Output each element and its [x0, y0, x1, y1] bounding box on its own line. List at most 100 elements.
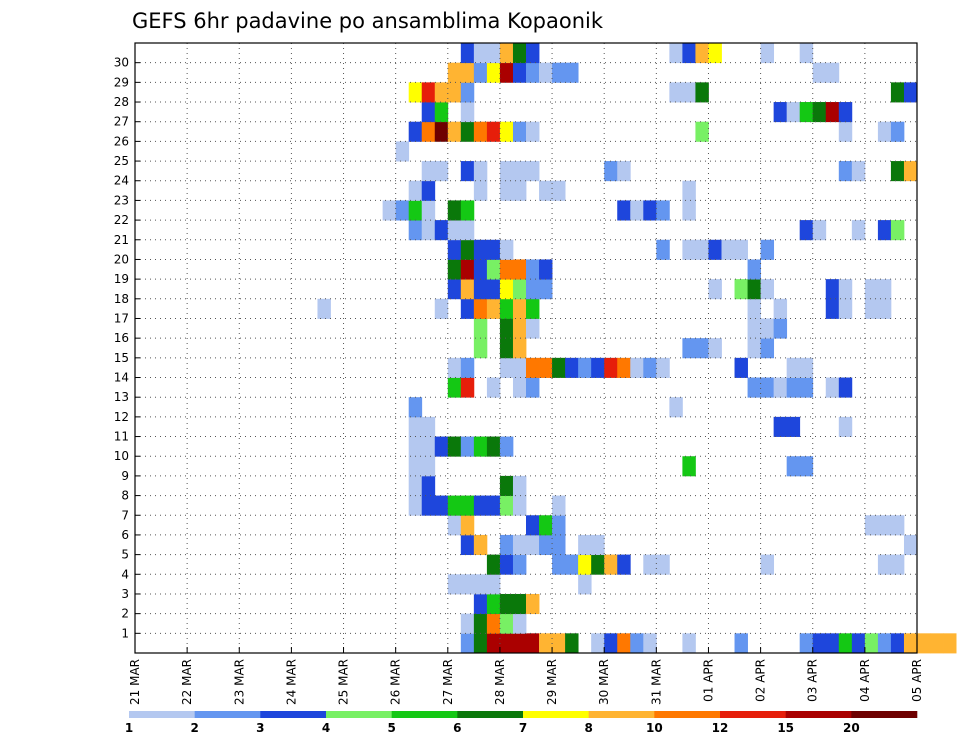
heatmap-cell: [838, 416, 853, 437]
heatmap-cell: [499, 298, 514, 319]
heatmap-cell: [486, 259, 501, 280]
heatmap-cell: [890, 554, 905, 575]
heatmap-cell: [486, 495, 501, 516]
heatmap-cell: [499, 633, 514, 654]
heatmap-cell: [395, 200, 410, 221]
x-tick-label: 03 APR: [806, 659, 820, 702]
y-tick-label: 4: [121, 567, 129, 581]
heatmap-cell: [499, 338, 514, 359]
heatmap-cell: [447, 62, 462, 83]
heatmap-cell: [812, 633, 827, 654]
heatmap-cell: [486, 613, 501, 634]
heatmap-cell: [408, 495, 423, 516]
heatmap-cell: [786, 456, 801, 477]
colorbar-label: 10: [646, 721, 663, 735]
heatmap-cell: [786, 102, 801, 123]
heatmap-cell: [434, 121, 449, 142]
heatmap-cell: [851, 633, 866, 654]
heatmap-cell: [473, 574, 488, 595]
heatmap-cell: [734, 357, 748, 378]
y-tick-label: 26: [114, 134, 129, 148]
heatmap-cell: [499, 180, 514, 201]
heatmap-cell: [473, 534, 488, 556]
heatmap-cell: [851, 161, 866, 182]
heatmap-cell: [499, 62, 514, 83]
heatmap-cell: [786, 416, 801, 437]
heatmap-cell: [408, 456, 423, 477]
colorbar-label: 15: [777, 721, 794, 735]
heatmap-cell: [591, 534, 605, 556]
heatmap-cell: [460, 377, 475, 398]
heatmap-cell: [643, 200, 657, 221]
heatmap-cell: [512, 180, 527, 201]
x-tick-label: 30 MAR: [597, 659, 611, 705]
heatmap-cell: [773, 102, 788, 123]
heatmap-cell: [539, 180, 553, 201]
heatmap-cell: [864, 279, 879, 300]
heatmap-cell: [434, 220, 449, 241]
heatmap-cell: [552, 180, 566, 201]
heatmap-cell: [552, 633, 566, 654]
heatmap-cell: [773, 318, 788, 339]
heatmap-cell: [890, 633, 905, 654]
heatmap-cell: [486, 239, 501, 260]
heatmap-cell: [473, 180, 488, 201]
heatmap-cell: [460, 495, 475, 516]
heatmap-cell: [877, 633, 892, 654]
heatmap-cell: [434, 298, 449, 319]
heatmap-cell: [669, 397, 683, 418]
heatmap-cell: [499, 475, 514, 496]
heatmap-cell: [473, 338, 488, 359]
heatmap-cell: [682, 633, 696, 654]
heatmap-cell: [408, 436, 423, 457]
heatmap-cell: [473, 318, 488, 339]
y-tick-label: 1: [121, 626, 129, 640]
heatmap-cell: [799, 377, 814, 398]
heatmap-cell: [825, 633, 840, 654]
heatmap-cell: [617, 633, 631, 654]
heatmap-cell: [682, 456, 696, 477]
colorbar-segment: [457, 711, 524, 718]
y-tick-label: 23: [114, 193, 129, 207]
heatmap-cell: [838, 377, 853, 398]
colorbar-segment: [129, 711, 195, 718]
heatmap-cell: [447, 279, 462, 300]
heatmap-cell: [408, 416, 423, 437]
heatmap-cells: [317, 43, 957, 654]
heatmap-cell: [434, 82, 449, 103]
heatmap-cell: [565, 633, 579, 654]
colorbar: 1 2 3 4 5 6 7 8 10 12 15 20: [125, 711, 918, 735]
heatmap-cell: [486, 279, 501, 300]
heatmap-cell: [877, 554, 892, 575]
heatmap-cell: [408, 397, 423, 418]
heatmap-cell: [734, 633, 748, 654]
heatmap-cell: [864, 633, 879, 654]
heatmap-cell: [421, 102, 436, 123]
heatmap-cell: [499, 593, 514, 615]
heatmap-cell: [460, 613, 475, 634]
heatmap-cell: [473, 62, 488, 83]
y-tick-label: 19: [114, 272, 129, 286]
y-tick-label: 30: [114, 56, 129, 70]
heatmap-cell: [643, 357, 657, 378]
heatmap-cell: [526, 377, 540, 398]
heatmap-cell: [760, 239, 775, 260]
heatmap-cell: [877, 220, 892, 241]
heatmap-cell: [434, 436, 449, 457]
y-tick-label: 2: [121, 607, 129, 621]
heatmap-cell: [512, 121, 527, 142]
heatmap-cell: [526, 121, 540, 142]
heatmap-cell: [539, 515, 553, 536]
y-tick-label: 9: [121, 469, 129, 483]
heatmap-cell: [434, 102, 449, 123]
y-tick-label: 18: [114, 292, 129, 306]
heatmap-cell: [656, 554, 670, 575]
heatmap-cell: [460, 279, 475, 300]
heatmap-cell: [604, 554, 618, 575]
heatmap-cell: [421, 456, 436, 477]
heatmap-cell: [682, 180, 696, 201]
heatmap-cell: [382, 200, 397, 221]
y-tick-label: 24: [114, 174, 129, 188]
heatmap-cell: [864, 515, 879, 536]
heatmap-cell: [539, 259, 553, 280]
